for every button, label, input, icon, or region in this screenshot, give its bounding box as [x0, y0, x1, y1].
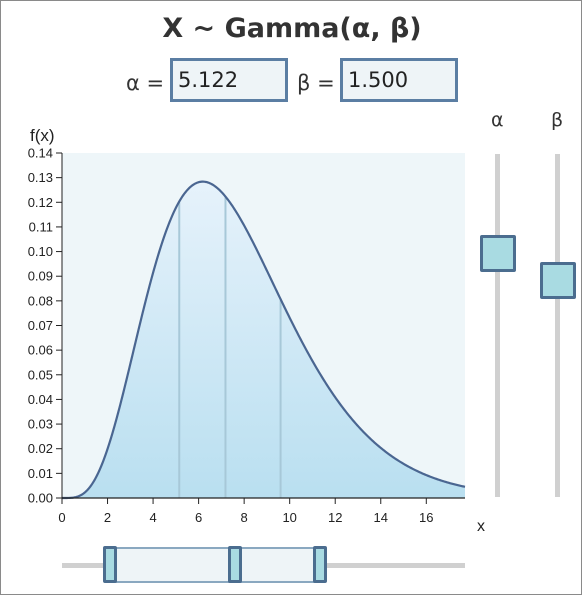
y-tick-label: 0.05 [28, 367, 53, 382]
beta-input[interactable] [340, 58, 458, 102]
gamma-chart: 0.00 0.01 0.02 0.03 0.04 0.05 0.06 0.07 0.08 0.09… [28, 126, 485, 535]
y-tick-label: 0.04 [28, 392, 53, 407]
y-tick-label: 0.06 [28, 343, 53, 358]
y-tick-label: 0.02 [28, 441, 53, 456]
y-tick-label: 0.00 [28, 491, 53, 506]
x-tick-label: 0 [58, 510, 65, 525]
alpha-input[interactable] [170, 58, 288, 102]
x-axis-label: x [477, 518, 485, 535]
x-tick-label: 12 [328, 510, 342, 525]
x-tick-label: 10 [282, 510, 296, 525]
alpha-label: α = [126, 71, 165, 95]
beta-label: β = [297, 71, 335, 95]
y-tick-label: 0.12 [28, 195, 53, 210]
y-tick-label: 0.10 [28, 244, 53, 259]
alpha-slider-label: α [491, 109, 504, 131]
y-tick-label: 0.03 [28, 417, 53, 432]
alpha-slider-track[interactable] [495, 154, 500, 497]
density-area [62, 181, 465, 498]
density-curve [62, 180, 466, 500]
beta-slider-track[interactable] [555, 154, 560, 497]
y-tick-label: 0.08 [28, 293, 53, 308]
range-slider-min-handle[interactable] [103, 546, 118, 583]
x-tick-label: 6 [195, 510, 202, 525]
y-tick-label: 0.01 [28, 466, 53, 481]
range-slider-max-handle[interactable] [312, 546, 327, 583]
y-tick-label: 0.07 [28, 318, 53, 333]
range-slider-median-handle[interactable] [228, 546, 243, 583]
y-tick-label: 0.14 [28, 146, 53, 161]
beta-slider-handle[interactable] [540, 262, 576, 300]
page-title: X ~ Gamma(α, β) [162, 13, 422, 44]
alpha-slider-handle[interactable] [480, 235, 516, 272]
y-tick-label: 0.11 [29, 219, 53, 234]
y-tick-label: 0.09 [28, 269, 53, 284]
y-tick-label: 0.13 [28, 170, 53, 185]
x-tick-label: 16 [419, 510, 433, 525]
x-tick-label: 14 [374, 510, 388, 525]
y-axis-label: f(x) [30, 126, 55, 145]
beta-slider-label: β [551, 109, 564, 131]
x-tick-label: 8 [241, 510, 248, 525]
range-slider-selection[interactable] [110, 547, 320, 583]
x-tick-label: 4 [149, 510, 156, 525]
x-tick-label: 2 [104, 510, 111, 525]
